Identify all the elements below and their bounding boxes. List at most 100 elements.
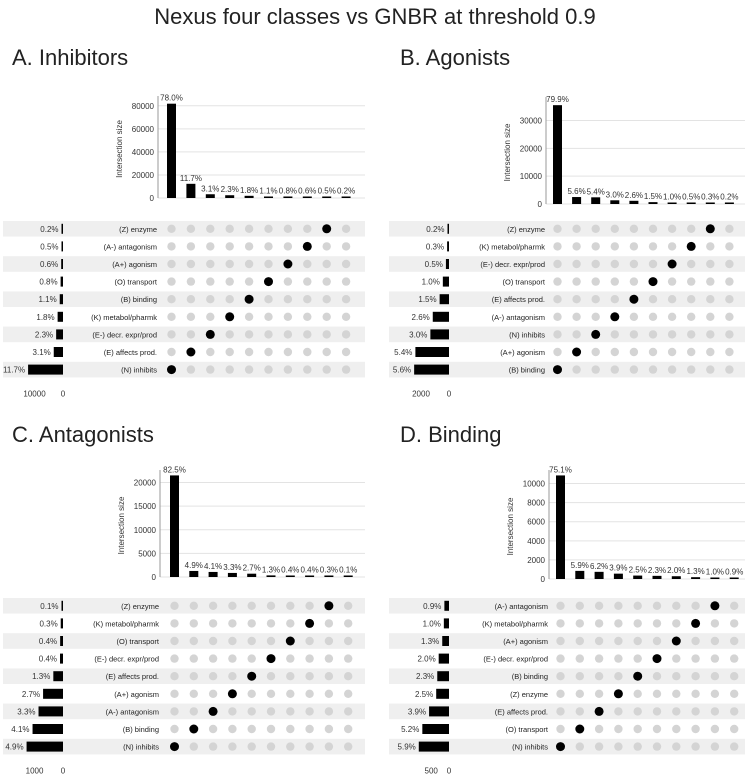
p2-intersection-label: 0.2%: [720, 193, 738, 202]
p1-intersection-label: 0.5%: [318, 187, 336, 196]
p1-matrix-dot: [167, 259, 176, 269]
p3-matrix-dot: [344, 707, 353, 716]
p3-set-size-label: 0.1%: [40, 602, 58, 611]
p4-matrix-dot: [633, 619, 642, 628]
p1-matrix-row-stripe: [3, 221, 365, 237]
p2-intersection-label: 0.5%: [682, 193, 700, 202]
p2-y-tick-label: 20000: [520, 144, 543, 153]
p3-matrix-dot: [189, 601, 198, 610]
p1-matrix-dot: [206, 277, 215, 286]
p1-set-size-label: 2.3%: [35, 330, 53, 339]
p1-matrix-dot: [322, 365, 331, 374]
p1-set-size-bar: [61, 241, 63, 252]
p2-set-name-label: (E-) decr. expr/prod: [480, 260, 545, 269]
p3-matrix-dot: [324, 619, 334, 628]
p2-matrix-row-stripe: [389, 326, 745, 343]
p3-matrix-row-stripe: [3, 633, 365, 649]
p3-set-name-label: (E) affects prod.: [106, 672, 159, 681]
p1-set-size-label: 3.1%: [33, 348, 51, 357]
p2-matrix-dot: [687, 312, 696, 321]
p3-matrix-dot: [170, 724, 179, 734]
p2-intersection-label: 5.6%: [567, 187, 585, 196]
p2-matrix-dot: [629, 259, 639, 269]
p2-set-size-label: 0.2%: [426, 225, 444, 234]
p4-matrix-dot-active: [556, 742, 565, 752]
p2-matrix-dot: [725, 365, 734, 374]
p1-intersection-label: 78.0%: [160, 94, 183, 103]
p1-set-name-label: (K) metabol/pharmk: [91, 313, 157, 322]
panel-c-title: C. Antagonists: [12, 422, 154, 447]
p4-matrix-dot: [730, 707, 739, 716]
p4-matrix-dot: [633, 724, 642, 734]
p3-matrix-dot-active: [247, 671, 257, 681]
p1-matrix-dot: [225, 224, 234, 233]
p3-set-size-bar: [32, 724, 63, 734]
p4-matrix-dot: [691, 601, 700, 610]
p3-matrix-dot: [344, 742, 353, 751]
p1-matrix-dot: [225, 242, 234, 251]
p1-matrix-dot: [186, 330, 196, 339]
p4-matrix-dot: [652, 689, 662, 698]
p2-intersection-bar: [686, 202, 696, 204]
p4-intersection-label: 75.1%: [549, 465, 572, 474]
p3-matrix-row-stripe: [3, 703, 365, 720]
p4-intersection-label: 1.3%: [686, 567, 704, 576]
p1-matrix-dot: [244, 365, 254, 374]
p2-matrix-dot: [687, 259, 696, 269]
p3-matrix-dot: [305, 654, 314, 663]
p2-matrix-dot-active: [705, 224, 715, 234]
p3-matrix-dot: [247, 601, 256, 610]
p4-intersection-bar: [729, 577, 739, 579]
p2-matrix-dot: [725, 312, 734, 321]
p4-intersection-bar: [652, 575, 662, 579]
p3-matrix-dot: [266, 672, 276, 681]
p2-matrix-dot-active: [553, 365, 562, 375]
p1-set-size-label: 1.1%: [38, 295, 56, 304]
p3-matrix-dot: [266, 601, 276, 610]
p2-intersection-label: 0.3%: [701, 193, 719, 202]
p1-matrix-dot: [322, 295, 331, 304]
p4-matrix-dot: [633, 689, 642, 698]
p1-intersection-label: 0.8%: [279, 187, 297, 196]
p4-intersection-label: 2.0%: [667, 566, 685, 575]
p3-intersection-bar: [324, 575, 334, 577]
p3-matrix-dot: [305, 636, 314, 646]
p4-matrix-dot: [710, 742, 720, 751]
p2-matrix-dot: [610, 365, 619, 374]
p4-matrix-dot: [710, 689, 720, 698]
p1-intersection-bar: [244, 195, 254, 198]
p3-matrix-dot: [170, 601, 179, 610]
p4-matrix-dot: [652, 619, 662, 628]
p4-matrix-dot: [672, 672, 681, 681]
p3-matrix-dot: [228, 672, 237, 681]
p3-intersection-bar: [343, 575, 353, 577]
p2-set-size-bar: [447, 241, 449, 252]
p2-matrix-dot: [667, 277, 677, 286]
p4-matrix-dot: [730, 689, 739, 698]
p2-matrix-dot: [553, 295, 562, 304]
p1-matrix-dot-active: [205, 329, 215, 339]
p1-matrix-dot: [341, 312, 351, 321]
p3-matrix-dot: [344, 636, 353, 646]
p3-matrix-dot: [247, 619, 256, 628]
p2-matrix-dot: [648, 242, 658, 251]
p1-matrix-dot: [167, 347, 176, 357]
p3-intersection-label: 3.3%: [223, 563, 241, 572]
p4-y-tick-label: 2000: [527, 556, 545, 565]
p4-matrix-dot: [710, 724, 720, 734]
p2-matrix-row-stripe: [389, 361, 745, 378]
p3-matrix-dot: [324, 742, 334, 751]
p3-matrix-dot: [170, 707, 179, 716]
p1-matrix-dot: [264, 259, 273, 269]
p3-intersection-bar: [266, 575, 276, 577]
p2-matrix-row-stripe: [389, 256, 745, 272]
p1-matrix-dot: [341, 347, 351, 357]
p3-set-size-label: 2.7%: [22, 690, 40, 699]
p1-matrix-dot: [206, 312, 215, 321]
p2-matrix-dot: [591, 365, 600, 374]
p1-set-name-label: (A+) agonism: [112, 260, 157, 269]
p2-matrix-dot: [610, 347, 619, 357]
p4-set-size-bar: [443, 618, 449, 629]
p4-matrix-dot: [575, 672, 584, 681]
p4-matrix-dot: [730, 672, 739, 681]
